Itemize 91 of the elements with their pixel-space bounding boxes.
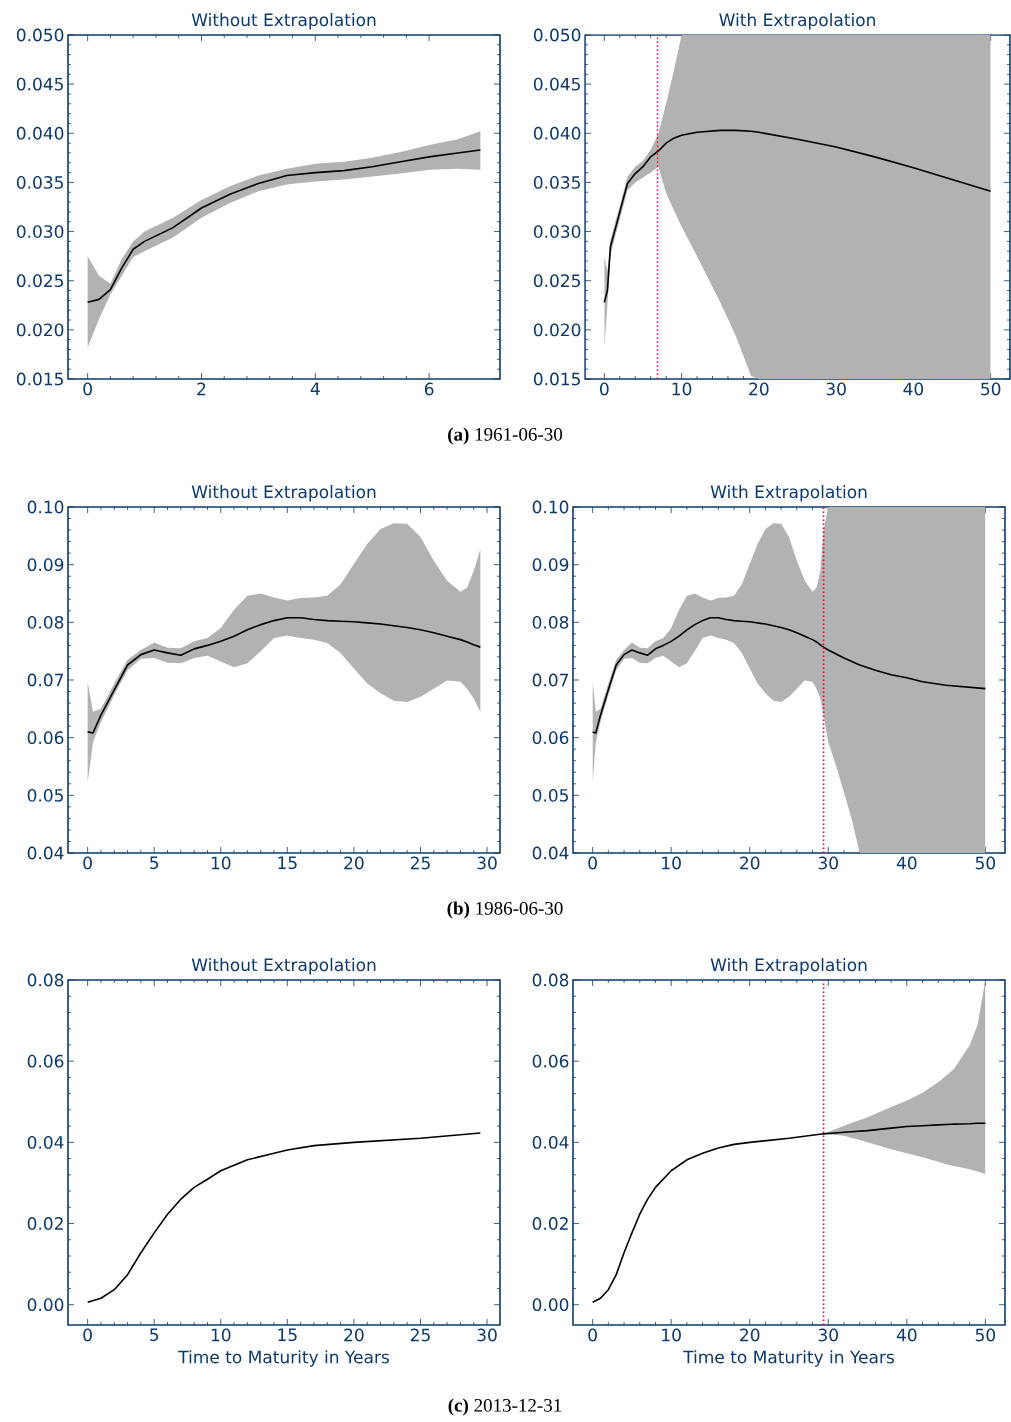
x-tick-label: 0: [588, 856, 597, 870]
y-tick-label: 0.050: [16, 28, 64, 42]
x-tick-label: 6: [424, 382, 434, 396]
y-tick-label: 0.050: [533, 28, 581, 42]
x-tick-label: 10: [211, 1328, 231, 1342]
line-series: [86, 616, 482, 734]
y-tick-label: 0.09: [27, 558, 64, 572]
y-tick-label: 0.08: [532, 615, 569, 629]
x-tick-label: 0: [600, 382, 609, 396]
x-tick-label: 25: [410, 1328, 430, 1342]
x-tick-label: 0: [83, 856, 92, 870]
x-tick-label: 5: [150, 1328, 159, 1342]
y-tick-label: 0.020: [16, 323, 64, 337]
text: (c) 2013-12-31: [448, 1398, 562, 1416]
x-axis-title: Time to Maturity in Years: [178, 1350, 389, 1367]
y-tick-label: 0.035: [533, 175, 580, 189]
x-tick-label: 5: [150, 856, 159, 870]
y-tick-label: 0.035: [16, 175, 63, 189]
x-tick-label: 20: [749, 382, 769, 396]
y-tick-label: 0.025: [16, 274, 63, 288]
y-tick-label: 0.040: [16, 126, 64, 140]
line-series: [86, 149, 482, 304]
y-tick-label: 0.08: [532, 973, 569, 987]
chart-title: Without Extrapolation: [191, 485, 376, 502]
y-tick-label: 0.040: [533, 126, 581, 140]
text: (b) 1986-06-30: [447, 901, 563, 919]
x-tick-label: 15: [278, 856, 297, 870]
y-tick-label: 0.00: [532, 1298, 569, 1312]
y-tick-label: 0.045: [16, 77, 63, 91]
x-axis-title: Time to Maturity in Years: [683, 1350, 894, 1367]
x-tick-label: 40: [903, 382, 924, 396]
y-tick-label: 0.00: [27, 1298, 64, 1312]
y-tick-label: 0.07: [27, 673, 64, 687]
x-tick-label: 30: [818, 856, 838, 870]
y-tick-label: 0.09: [532, 558, 569, 572]
x-tick-label: 25: [410, 856, 430, 870]
y-tick-label: 0.05: [27, 788, 63, 802]
y-tick-label: 0.04: [27, 1135, 64, 1149]
x-tick-label: 0: [83, 1328, 92, 1342]
y-tick-label: 0.08: [27, 615, 64, 629]
y-tick-label: 0.07: [532, 673, 569, 687]
y-tick-label: 0.030: [16, 225, 64, 238]
y-tick-label: 0.06: [532, 731, 569, 745]
x-tick-label: 10: [662, 856, 681, 870]
y-tick-label: 0.020: [533, 323, 581, 337]
x-tick-label: 50: [975, 1328, 996, 1342]
line-series: [86, 1132, 482, 1304]
x-tick-label: 30: [818, 1328, 838, 1342]
chart-title: With Extrapolation: [710, 958, 867, 975]
x-tick-label: 20: [740, 1328, 760, 1342]
y-tick-label: 0.06: [27, 731, 64, 745]
y-tick-label: 0.06: [532, 1054, 569, 1068]
y-tick-label: 0.015: [533, 372, 580, 386]
x-tick-label: 10: [672, 382, 692, 396]
y-tick-label: 0.045: [533, 77, 580, 91]
y-tick-label: 0.02: [27, 1217, 63, 1230]
y-tick-label: 0.025: [533, 274, 580, 288]
x-tick-label: 20: [344, 856, 364, 870]
y-tick-label: 0.04: [532, 846, 569, 860]
x-tick-label: 20: [740, 856, 760, 870]
x-tick-label: 30: [477, 1328, 497, 1342]
x-tick-label: 30: [826, 382, 846, 396]
text: (a) 1961-06-30: [448, 427, 563, 445]
chart-title: Without Extrapolation: [191, 13, 376, 30]
y-tick-label: 0.10: [27, 500, 64, 514]
y-tick-label: 0.10: [532, 500, 569, 514]
chart-title: Without Extrapolation: [191, 958, 376, 975]
x-tick-label: 50: [981, 382, 1001, 396]
x-tick-label: 50: [975, 856, 996, 870]
chart-title: With Extrapolation: [710, 485, 867, 502]
x-tick-label: 0: [588, 1328, 597, 1342]
y-tick-label: 0.030: [533, 225, 581, 238]
x-tick-label: 30: [477, 856, 497, 870]
x-tick-label: 4: [310, 382, 320, 395]
y-tick-label: 0.08: [27, 973, 64, 987]
y-tick-label: 0.06: [27, 1054, 64, 1068]
x-tick-label: 40: [896, 856, 917, 870]
x-tick-label: 15: [278, 1328, 297, 1342]
y-tick-label: 0.05: [532, 788, 568, 802]
chart-title: With Extrapolation: [719, 13, 875, 30]
x-tick-label: 10: [662, 1328, 681, 1342]
x-tick-label: 20: [344, 1328, 364, 1342]
y-tick-label: 0.02: [532, 1217, 568, 1230]
line-series: [591, 1122, 987, 1304]
y-tick-label: 0.04: [532, 1135, 569, 1149]
x-tick-label: 0: [83, 382, 92, 396]
y-tick-label: 0.015: [16, 372, 63, 386]
x-tick-label: 2: [197, 382, 206, 396]
y-tick-label: 0.04: [27, 846, 64, 860]
x-tick-label: 10: [211, 856, 231, 870]
x-tick-label: 40: [896, 1328, 917, 1342]
